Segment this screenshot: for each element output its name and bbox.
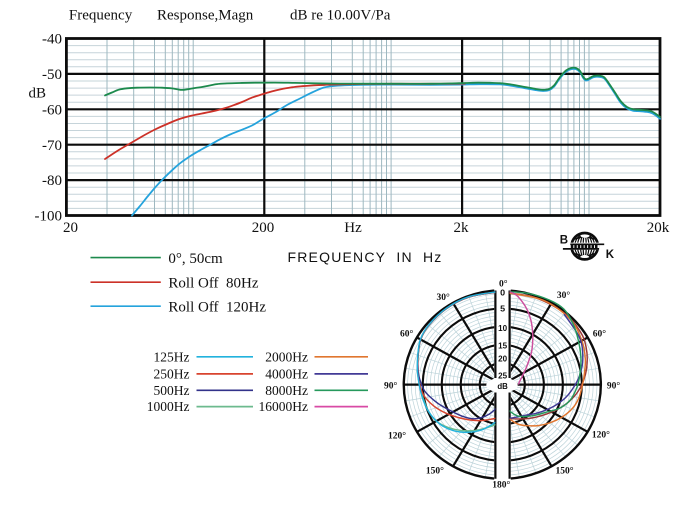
- svg-text:120°: 120°: [592, 430, 610, 441]
- svg-text:-60: -60: [42, 102, 62, 118]
- svg-text:1000Hz: 1000Hz: [147, 399, 190, 414]
- svg-text:B: B: [560, 234, 568, 246]
- svg-text:200: 200: [252, 220, 275, 236]
- svg-text:10: 10: [498, 323, 507, 333]
- svg-text:250Hz: 250Hz: [154, 366, 190, 381]
- svg-text:0°: 0°: [499, 279, 508, 290]
- svg-text:60°: 60°: [400, 329, 414, 340]
- svg-text:90°: 90°: [607, 381, 621, 392]
- svg-text:180°: 180°: [492, 479, 510, 490]
- svg-text:Frequency: Frequency: [69, 8, 133, 24]
- svg-text:-70: -70: [42, 138, 62, 154]
- svg-text:Response,Magn: Response,Magn: [157, 8, 254, 24]
- svg-text:150°: 150°: [555, 466, 573, 477]
- svg-text:-80: -80: [42, 173, 62, 189]
- svg-text:90°: 90°: [384, 381, 398, 392]
- svg-text:dB: dB: [497, 381, 508, 391]
- svg-text:Hz: Hz: [344, 220, 362, 236]
- svg-text:8000Hz: 8000Hz: [265, 383, 308, 398]
- svg-text:60°: 60°: [593, 329, 607, 340]
- svg-text:150°: 150°: [426, 466, 444, 477]
- svg-text:125Hz: 125Hz: [154, 349, 190, 364]
- svg-text:0°, 50cm: 0°, 50cm: [168, 251, 223, 267]
- svg-text:dB: dB: [29, 86, 47, 102]
- svg-text:20k: 20k: [647, 220, 670, 236]
- svg-text:-50: -50: [42, 67, 62, 83]
- svg-text:dB re 10.00V/Pa: dB re 10.00V/Pa: [290, 8, 391, 24]
- svg-text:30°: 30°: [557, 290, 571, 301]
- svg-text:K: K: [606, 249, 615, 261]
- svg-text:2k: 2k: [454, 220, 470, 236]
- svg-text:0: 0: [500, 288, 505, 298]
- svg-text:Roll Off 80Hz: Roll Off 80Hz: [168, 276, 258, 292]
- svg-text:500Hz: 500Hz: [154, 383, 190, 398]
- svg-text:4000Hz: 4000Hz: [265, 366, 308, 381]
- svg-text:16000Hz: 16000Hz: [259, 399, 309, 414]
- svg-text:-40: -40: [42, 32, 62, 48]
- svg-text:120°: 120°: [388, 431, 406, 442]
- svg-text:20: 20: [63, 220, 78, 236]
- svg-text:FREQUENCY IN Hz: FREQUENCY IN Hz: [288, 249, 443, 265]
- svg-text:20: 20: [498, 354, 507, 364]
- svg-text:5: 5: [500, 304, 505, 314]
- svg-text:-100: -100: [35, 209, 63, 225]
- svg-text:25: 25: [498, 370, 507, 380]
- svg-text:15: 15: [498, 341, 507, 351]
- svg-text:30°: 30°: [436, 292, 450, 303]
- svg-text:2000Hz: 2000Hz: [265, 349, 308, 364]
- svg-text:Roll Off 120Hz: Roll Off 120Hz: [168, 300, 266, 316]
